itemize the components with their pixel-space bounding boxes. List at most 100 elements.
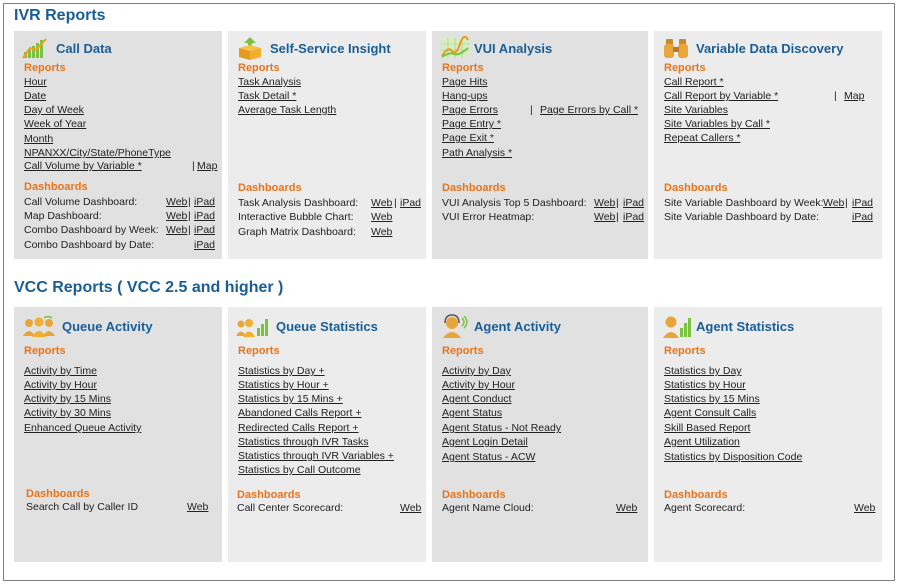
dashboard-name: Combo Dashboard by Date: — [24, 239, 155, 251]
report-link[interactable]: Agent Conduct — [442, 393, 512, 405]
report-link[interactable]: Statistics by 15 Mins — [664, 393, 760, 405]
map-link[interactable]: Map — [844, 90, 865, 102]
report-link[interactable]: Skill Based Report — [664, 422, 751, 434]
report-link[interactable]: Site Variables by Call * — [664, 118, 771, 130]
page-errors-by-call-link[interactable]: Page Errors by Call * — [540, 104, 639, 116]
web-link[interactable]: Web — [400, 502, 422, 514]
panel-title: Agent Statistics — [696, 318, 795, 334]
web-link[interactable]: Web — [371, 226, 393, 238]
web-link[interactable]: Web — [371, 197, 393, 209]
separator: | — [188, 224, 191, 236]
report-link[interactable]: Statistics by Hour — [664, 379, 746, 391]
report-link[interactable]: Agent Status — [442, 407, 503, 419]
report-link[interactable]: Agent Consult Calls — [664, 407, 757, 419]
reports-label: Reports — [238, 345, 280, 357]
web-link[interactable]: Web — [594, 211, 616, 223]
web-link[interactable]: Web — [166, 210, 188, 222]
report-link[interactable]: Agent Status - Not Ready — [442, 422, 562, 434]
report-link[interactable]: Activity by Time — [24, 365, 97, 377]
report-link[interactable]: Site Variables — [664, 104, 729, 116]
report-link[interactable]: Hour — [24, 76, 47, 88]
report-link[interactable]: Statistics by Call Outcome — [238, 464, 361, 476]
agent-statistics-panel: Agent Statistics Reports Statistics by D… — [654, 307, 882, 562]
separator: | — [188, 196, 191, 208]
web-link[interactable]: Web — [854, 502, 876, 514]
report-link[interactable]: Agent Status - ACW — [442, 451, 536, 463]
report-link[interactable]: Day of Week — [24, 104, 84, 116]
ipad-link[interactable]: iPad — [623, 197, 645, 209]
report-link[interactable]: Task Detail * — [238, 90, 297, 102]
report-link[interactable]: Call Report by Variable * — [664, 90, 779, 102]
report-link[interactable]: Average Task Length — [238, 104, 337, 116]
report-link[interactable]: Statistics by Hour + — [238, 379, 329, 391]
report-link[interactable]: Statistics through IVR Tasks — [238, 436, 369, 448]
report-link[interactable]: Statistics by 15 Mins + — [238, 393, 343, 405]
web-link[interactable]: Web — [166, 196, 188, 208]
people-icon — [22, 314, 56, 338]
report-link[interactable]: Statistics by Day — [664, 365, 742, 377]
report-link[interactable]: Abandoned Calls Report + — [238, 407, 362, 419]
ipad-link[interactable]: iPad — [623, 211, 645, 223]
report-link[interactable]: Hang-ups — [442, 90, 488, 102]
report-link[interactable]: Activity by Hour — [442, 379, 515, 391]
ipad-link[interactable]: iPad — [852, 197, 874, 209]
report-link[interactable]: Page Exit * — [442, 132, 494, 144]
report-link[interactable]: Agent Utilization — [664, 436, 740, 448]
web-link[interactable]: Web — [371, 211, 393, 223]
ipad-link[interactable]: iPad — [194, 239, 216, 251]
web-link[interactable]: Web — [187, 501, 209, 513]
separator: | — [616, 197, 619, 209]
report-link[interactable]: Activity by Hour — [24, 379, 97, 391]
dashboards-label: Dashboards — [664, 182, 728, 194]
panel-title: Queue Statistics — [276, 318, 378, 334]
report-link[interactable]: Page Entry * — [442, 118, 501, 130]
web-link[interactable]: Web — [166, 224, 188, 236]
report-link[interactable]: Task Analysis — [238, 76, 302, 88]
dashboard-name: Call Volume Dashboard: — [24, 196, 138, 208]
wave-chart-icon — [440, 35, 469, 60]
report-link[interactable]: Activity by Day — [442, 365, 511, 377]
dashboard-name: Site Variable Dashboard by Date: — [664, 211, 820, 223]
web-link[interactable]: Web — [594, 197, 616, 209]
report-link[interactable]: Week of Year — [24, 118, 87, 130]
panel-header: Queue Statistics — [236, 313, 378, 339]
dashboard-name: Search Call by Caller ID — [26, 501, 139, 513]
map-link[interactable]: Map — [197, 160, 218, 172]
report-link[interactable]: Page Hits — [442, 76, 488, 88]
report-link[interactable]: Activity by 30 Mins — [24, 407, 111, 419]
report-link[interactable]: Page Errors — [442, 104, 499, 116]
report-link[interactable]: Enhanced Queue Activity — [24, 422, 142, 434]
separator: | — [845, 197, 848, 209]
report-link[interactable]: Path Analysis * — [442, 147, 513, 159]
report-link[interactable]: Month — [24, 133, 54, 145]
dashboards-label: Dashboards — [442, 489, 506, 501]
queue-statistics-panel: Queue Statistics Reports Statistics by D… — [228, 307, 426, 562]
dashboard-name: Agent Scorecard: — [664, 502, 746, 514]
ipad-link[interactable]: iPad — [194, 210, 216, 222]
web-link[interactable]: Web — [823, 197, 845, 209]
report-link[interactable]: NPANXX/City/State/PhoneType — [24, 147, 171, 159]
reports-label: Reports — [442, 62, 484, 74]
web-link[interactable]: Web — [616, 502, 638, 514]
ipad-link[interactable]: iPad — [194, 196, 216, 208]
report-link[interactable]: Activity by 15 Mins — [24, 393, 111, 405]
separator: | — [394, 197, 397, 209]
ipad-link[interactable]: iPad — [400, 197, 422, 209]
report-link[interactable]: Redirected Calls Report + — [238, 422, 359, 434]
report-link[interactable]: Statistics by Day + — [238, 365, 325, 377]
report-link[interactable]: Agent Login Detail — [442, 436, 528, 448]
bar-chart-icon — [22, 36, 50, 60]
report-link[interactable]: Date — [24, 90, 47, 102]
report-link[interactable]: Statistics by Disposition Code — [664, 451, 803, 463]
report-link[interactable]: Statistics through IVR Variables + — [238, 450, 394, 462]
report-link[interactable]: Call Report * — [664, 76, 724, 88]
dashboard-name: VUI Analysis Top 5 Dashboard: — [442, 197, 587, 209]
ipad-link[interactable]: iPad — [852, 211, 874, 223]
ipad-link[interactable]: iPad — [194, 224, 216, 236]
dashboard-name: Call Center Scorecard: — [237, 502, 344, 514]
report-link[interactable]: Call Volume by Variable * — [24, 160, 142, 172]
variable-data-panel: Variable Data Discovery Reports Call Rep… — [654, 31, 882, 259]
reports-label: Reports — [664, 345, 706, 357]
report-link[interactable]: Repeat Callers * — [664, 132, 741, 144]
separator: | — [192, 160, 195, 172]
